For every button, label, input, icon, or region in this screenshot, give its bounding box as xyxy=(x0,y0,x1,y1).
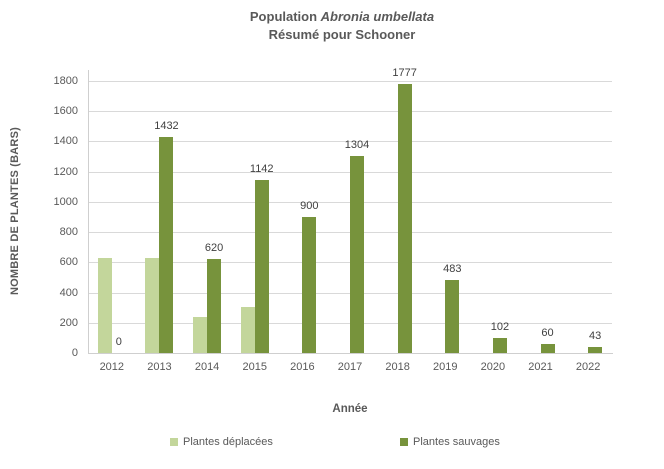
bar-value-label-2012: 0 xyxy=(115,336,122,348)
gridline-1600 xyxy=(88,111,612,113)
bar-series1-2012 xyxy=(97,257,112,353)
x-tick-label-2013: 2013 xyxy=(147,361,172,373)
bar-series2-2013 xyxy=(159,136,174,353)
y-axis-line xyxy=(88,70,89,353)
y-tick-label-800: 800 xyxy=(59,226,78,239)
bar-series1-2015 xyxy=(240,306,255,353)
bar-series2-2014 xyxy=(207,259,222,353)
chart-title-line1: Population Abronia umbellata xyxy=(20,8,664,26)
y-tick-label-200: 200 xyxy=(59,316,78,329)
chart-subtitle: Résumé pour Schooner xyxy=(268,27,416,42)
bar-value-label-2014: 620 xyxy=(204,242,224,255)
x-tick-label-2012: 2012 xyxy=(99,361,125,373)
y-tick-label-0: 0 xyxy=(71,347,78,359)
x-tick-label-2016: 2016 xyxy=(290,361,315,373)
legend-label: Plantes sauvages xyxy=(413,436,500,448)
legend: Plantes déplacées Plantes sauvages xyxy=(0,436,664,452)
x-tick-label-2022: 2022 xyxy=(575,361,601,373)
y-tick-label-1200: 1200 xyxy=(53,165,78,178)
bar-value-label-2019: 483 xyxy=(443,263,462,275)
x-axis-line xyxy=(88,353,613,354)
legend-item-1: Plantes déplacées xyxy=(170,436,273,448)
bar-value-label-2020: 102 xyxy=(490,320,510,333)
x-tick-label-2021: 2021 xyxy=(528,361,553,373)
gridline-1400 xyxy=(88,141,612,143)
y-axis-title: NOMBRE DE PLANTES (BARS) xyxy=(9,127,21,296)
bar-series2-2021 xyxy=(540,343,555,353)
bar-value-label-2015: 1142 xyxy=(249,163,274,176)
chart-title-prefix: Population xyxy=(249,9,321,24)
bar-value-label-2022: 43 xyxy=(589,329,602,342)
legend-swatch-icon xyxy=(170,438,178,446)
legend-item-2: Plantes sauvages xyxy=(400,436,500,448)
x-tick-label-2017: 2017 xyxy=(337,361,363,373)
x-tick-label-2020: 2020 xyxy=(480,361,506,373)
bar-value-label-2016: 900 xyxy=(300,200,319,212)
bar-series2-2017 xyxy=(350,155,364,353)
bar-value-label-2013: 1432 xyxy=(154,119,179,132)
y-tick-label-1000: 1000 xyxy=(53,195,78,208)
y-tick-label-400: 400 xyxy=(59,286,78,299)
bar-series2-2015 xyxy=(254,180,269,353)
y-tick-label-1600: 1600 xyxy=(53,105,78,118)
bar-value-label-2018: 1777 xyxy=(392,67,417,80)
bar-value-label-2017: 1304 xyxy=(344,138,370,151)
y-tick-label-1400: 1400 xyxy=(53,135,78,148)
x-tick-label-2019: 2019 xyxy=(433,361,458,373)
y-tick-label-1800: 1800 xyxy=(53,75,78,87)
bar-series2-2018 xyxy=(397,84,412,353)
x-axis-title: Année xyxy=(332,403,368,415)
bar-series1-2014 xyxy=(193,317,208,353)
bar-series2-2020 xyxy=(492,337,507,353)
x-tick-label-2018: 2018 xyxy=(385,361,410,373)
chart-title-species: Abronia umbellata xyxy=(320,9,435,24)
bar-series2-2022 xyxy=(588,346,603,353)
bar-series2-2019 xyxy=(445,280,460,353)
x-tick-label-2014: 2014 xyxy=(194,361,220,373)
legend-swatch-icon xyxy=(400,438,408,446)
bar-value-label-2021: 60 xyxy=(541,326,554,339)
y-tick-label-600: 600 xyxy=(59,256,78,269)
bar-series2-2016 xyxy=(302,217,317,353)
legend-label: Plantes déplacées xyxy=(183,436,273,448)
chart-title: Population Abronia umbellata Résumé pour… xyxy=(20,8,664,44)
gridline-1800 xyxy=(88,81,612,82)
x-tick-label-2015: 2015 xyxy=(242,361,267,373)
bar-series1-2013 xyxy=(145,257,160,353)
